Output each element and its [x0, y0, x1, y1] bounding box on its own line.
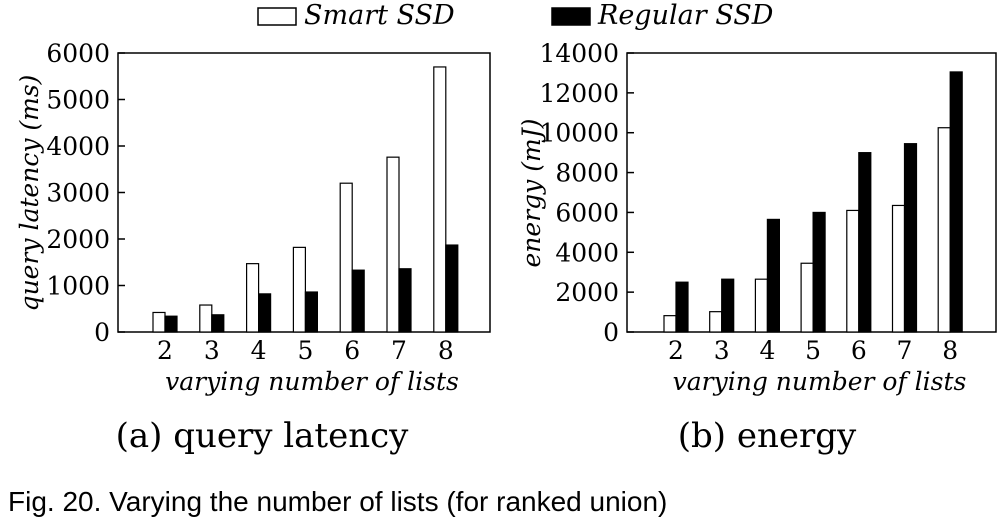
- latency-bar-regular-ssd: [304, 291, 318, 333]
- legend: Smart SSD Regular SSD: [257, 0, 774, 31]
- latency-bar-smart-ssd: [246, 263, 260, 333]
- latency-bar-smart-ssd: [433, 66, 447, 333]
- latency-bar-regular-ssd: [398, 268, 412, 333]
- energy-ytick-label: 4000: [555, 238, 619, 267]
- latency-bar-regular-ssd: [351, 269, 365, 333]
- energy-subcaption: (b) energy: [678, 416, 857, 456]
- energy-xtick-label: 7: [897, 336, 913, 365]
- latency-ytick-label: 0: [94, 318, 110, 347]
- latency-ytick-label: 3000: [46, 179, 110, 208]
- energy-bar-smart-ssd: [800, 262, 814, 333]
- latency-bar-smart-ssd: [292, 246, 306, 333]
- latency-ytick-label: 1000: [46, 272, 110, 301]
- latency-xtick-label: 4: [251, 336, 267, 365]
- energy-bar-regular-ssd: [766, 218, 781, 333]
- latency-bar-smart-ssd: [152, 311, 166, 333]
- latency-xlabel: varying number of lists: [165, 367, 459, 396]
- latency-xtick-label: 6: [344, 336, 360, 365]
- latency-bar-regular-ssd: [164, 315, 178, 333]
- energy-xtick-label: 5: [805, 336, 821, 365]
- latency-xtick-label: 7: [391, 336, 407, 365]
- latency-bar-smart-ssd: [339, 182, 353, 333]
- energy-bar-smart-ssd: [846, 209, 860, 333]
- latency-ytick-label: 5000: [46, 86, 110, 115]
- legend-label-smart-ssd: Smart SSD: [304, 0, 455, 31]
- energy-xtick-label: 2: [668, 336, 684, 365]
- energy-bar-smart-ssd: [891, 204, 906, 333]
- energy-bar-regular-ssd: [721, 278, 735, 333]
- energy-bar-smart-ssd: [937, 127, 951, 333]
- energy-ylabel: energy (mJ): [517, 119, 546, 268]
- latency-bar-regular-ssd: [445, 244, 459, 333]
- latency-subcaption: (a) query latency: [116, 416, 410, 456]
- energy-bar-smart-ssd: [709, 311, 723, 333]
- energy-xtick-label: 6: [851, 336, 867, 365]
- energy-ytick-label: 14000: [539, 39, 619, 68]
- latency-ytick-label: 6000: [46, 39, 110, 68]
- energy-xtick-label: 8: [942, 336, 958, 365]
- latency-xtick-label: 3: [204, 336, 220, 365]
- energy-bar-smart-ssd: [663, 315, 677, 333]
- latency-bar-regular-ssd: [211, 314, 225, 333]
- latency-xtick-label: 5: [297, 336, 313, 365]
- energy-xtick-label: 4: [759, 336, 775, 365]
- latency-xtick-label: 8: [438, 336, 454, 365]
- latency-bar-smart-ssd: [199, 304, 213, 333]
- latency-xtick-label: 2: [157, 336, 173, 365]
- latency-ylabel: query latency (ms): [15, 75, 44, 312]
- legend-swatch-regular-ssd: [551, 7, 591, 26]
- figure-caption: Fig. 20. Varying the number of lists (fo…: [8, 486, 668, 517]
- legend-swatch-smart-ssd: [257, 7, 297, 26]
- energy-bar-regular-ssd: [949, 71, 963, 333]
- energy-ytick-label: 8000: [555, 159, 619, 188]
- energy-bar-regular-ssd: [903, 143, 918, 333]
- latency-bar-smart-ssd: [386, 156, 400, 333]
- energy-ytick-label: 6000: [555, 198, 619, 227]
- energy-bar-regular-ssd: [858, 152, 872, 333]
- energy-ytick-label: 0: [603, 318, 619, 347]
- energy-bar-regular-ssd: [812, 211, 826, 333]
- latency-ytick-label: 4000: [46, 132, 110, 161]
- latency-bar-regular-ssd: [258, 293, 272, 333]
- energy-chart: (b) energy 0 2000 4000 6000 8000 10000 12000 14…: [517, 39, 997, 456]
- legend-label-regular-ssd: Regular SSD: [597, 0, 774, 31]
- energy-bar-smart-ssd: [754, 278, 769, 333]
- energy-xlabel: varying number of lists: [673, 367, 967, 396]
- energy-ytick-label: 12000: [539, 79, 619, 108]
- latency-ytick-label: 2000: [46, 225, 110, 254]
- latency-chart: (a) query latency 0 1000 2000 3000 4000 5000 6…: [15, 39, 491, 456]
- energy-xtick-label: 3: [714, 336, 730, 365]
- energy-bar-regular-ssd: [675, 281, 689, 333]
- energy-ytick-label: 10000: [539, 119, 619, 148]
- energy-ytick-label: 2000: [555, 278, 619, 307]
